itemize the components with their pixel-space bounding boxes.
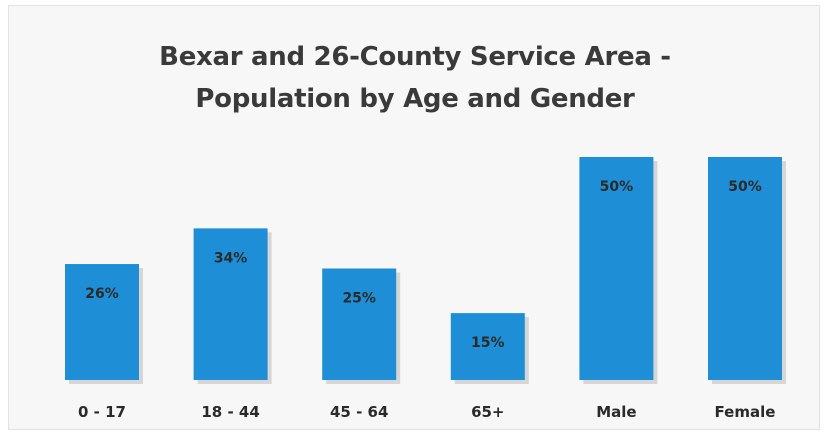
data-label-3: 15%: [471, 335, 505, 351]
tick-label-1: 18 - 44: [201, 403, 259, 421]
bar-0: [65, 264, 139, 380]
tick-label-5: Female: [715, 403, 776, 421]
labels-layer: 26% 34% 25% 15% 50% 50%: [85, 179, 762, 351]
tick-label-4: Male: [596, 403, 636, 421]
tick-label-2: 45 - 64: [330, 403, 388, 421]
data-label-4: 50%: [600, 179, 634, 195]
tick-label-0: 0 - 17: [78, 403, 126, 421]
data-label-0: 26%: [85, 286, 119, 302]
bar-5: [708, 157, 782, 380]
bar-2: [322, 268, 397, 380]
x-axis-ticks: 0 - 17 18 - 44 45 - 64 65+ Male Female: [78, 403, 775, 421]
data-label-5: 50%: [728, 179, 762, 195]
bar-3: [450, 313, 525, 380]
bars-layer: [65, 157, 786, 384]
tick-label-3: 65+: [471, 403, 504, 421]
chart-frame: [8, 5, 820, 430]
data-label-1: 34%: [214, 250, 248, 266]
chart-title: Bexar and 26-County Service Area -: [159, 42, 671, 72]
chart-subtitle: Population by Age and Gender: [195, 84, 635, 114]
bar-4: [579, 157, 654, 380]
data-label-2: 25%: [342, 291, 376, 307]
bar-1: [193, 228, 268, 380]
